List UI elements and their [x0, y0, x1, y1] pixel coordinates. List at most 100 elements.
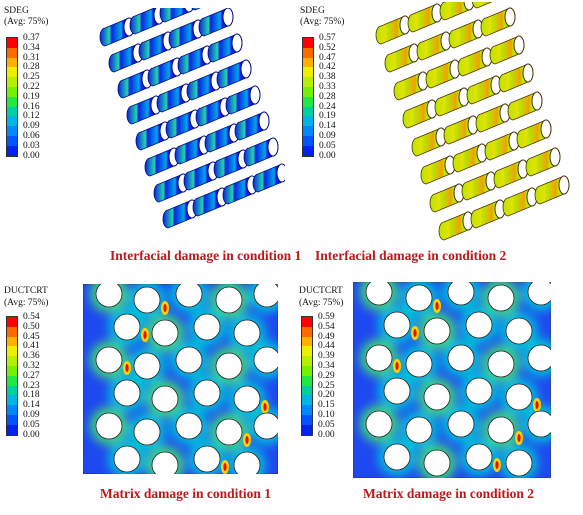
fiber-hole: [215, 418, 243, 446]
legend-tick-label: 0.00: [318, 429, 335, 440]
damage-hotspot-peak: [535, 401, 539, 409]
damage-hotspot-peak: [223, 463, 227, 471]
legend-swatch: [7, 67, 17, 78]
fiber-hole: [423, 383, 451, 411]
matrix-damage-render: [83, 284, 278, 474]
legend-tick-label: 0.41: [23, 341, 40, 352]
legend-variable: DUCTCRT: [4, 286, 48, 296]
legend-swatch: [303, 67, 313, 78]
legend-tick-label: 0.00: [319, 150, 336, 161]
legend-avg: (Avg: 75%): [4, 298, 49, 308]
fiber-hole: [505, 449, 533, 477]
damage-hotspot-peak: [245, 436, 249, 444]
fiber-end: [240, 59, 252, 79]
legend-swatch: [7, 317, 17, 328]
legend-tick-label: 0.52: [319, 42, 336, 53]
fiber-hole: [383, 443, 411, 471]
legend-swatch: [302, 346, 312, 357]
legend-swatch: [7, 87, 17, 98]
legend-colorbar: [6, 316, 18, 436]
fiber-end: [231, 33, 243, 53]
interfacial-damage-render: [99, 8, 285, 229]
legend-tick-label: 0.54: [23, 312, 40, 322]
legend-swatch: [303, 126, 313, 137]
legend-avg: (Avg: 75%): [4, 17, 49, 27]
fiber-hole: [193, 379, 221, 407]
legend-swatch: [302, 405, 312, 416]
fiber-hole: [133, 286, 161, 314]
legend-tick-label: 0.00: [23, 429, 40, 440]
legend-tick-label: 0.49: [318, 331, 335, 342]
legend-swatch: [302, 366, 312, 377]
legend-swatch: [302, 356, 312, 367]
damage-hotspot-peak: [495, 461, 499, 469]
fiber-hole: [365, 344, 393, 372]
legend-swatch: [7, 77, 17, 88]
legend-swatch: [302, 424, 312, 436]
fiber-hole: [505, 317, 533, 345]
legend-tick-label: 0.05: [318, 419, 335, 430]
damage-hotspot-peak: [263, 403, 267, 411]
fiber-hole: [365, 282, 393, 306]
legend-swatch: [303, 47, 313, 59]
fiber-end: [276, 163, 285, 183]
damage-hotspot-peak: [125, 364, 129, 372]
legend-tick-label: 0.06: [23, 131, 40, 141]
color-legend: 0.57 0.52 0.47 0.42 0.38 0.33 0.28 0.24 0.19 0.14…: [302, 0, 362, 161]
fiber-hole: [175, 346, 203, 374]
panel-interfacial-2: SDEG (Avg: 75%) 0.57 0.52 0.47 0.42 0.38 0.33…: [291, 0, 582, 263]
fiber-end: [558, 175, 570, 195]
fiber-hole: [95, 284, 123, 308]
legend-swatch: [303, 57, 313, 68]
fiber-hole: [95, 412, 123, 440]
legend-tick-label: 0.34: [318, 361, 335, 371]
color-legend: 0.37 0.34 0.31 0.28 0.25 0.22 0.19 0.16 0.12 0.09…: [6, 0, 66, 161]
fiber-end: [513, 35, 525, 55]
legend-tick-label: 0.29: [318, 370, 335, 381]
legend-colorbar: [301, 316, 313, 436]
legend-swatch: [303, 116, 313, 127]
legend-swatch: [7, 106, 17, 117]
legend-swatch: [302, 317, 312, 328]
fiber-hole: [383, 311, 411, 339]
legend-avg: (Avg: 75%): [299, 298, 344, 308]
fiber-hole: [233, 319, 261, 347]
fiber-end: [222, 8, 234, 27]
panel-interfacial-1: SDEG (Avg: 75%) 0.37 0.34 0.31 0.28 0.25 0.22…: [0, 0, 301, 263]
legend-tick-label: 0.27: [23, 370, 40, 381]
legend-swatch: [7, 366, 17, 377]
legend-tick-label: 0.14: [23, 400, 40, 411]
legend-swatch: [7, 145, 17, 157]
interfacial-damage-render: [375, 2, 570, 241]
fiber-hole: [383, 377, 411, 405]
fiber-hole: [527, 282, 551, 306]
legend-swatch: [302, 375, 312, 387]
legend-tick-label: 0.50: [23, 321, 40, 332]
legend-swatch: [303, 145, 313, 157]
legend-tick-label: 0.09: [319, 131, 336, 141]
fiber-hole: [133, 352, 161, 380]
caption: Matrix damage in condition 2: [363, 486, 534, 501]
legend-tick-label: 0.05: [23, 419, 40, 430]
color-legend: 0.54 0.50 0.45 0.41 0.36 0.32 0.27 0.23 0.18 0.14…: [6, 258, 66, 440]
legend-tick-label: 0.25: [23, 72, 40, 83]
caption: Interfacial damage in condition 2: [315, 248, 507, 263]
legend-tick-label: 0.47: [319, 52, 336, 63]
legend-variable: SDEG: [300, 6, 325, 16]
legend-tick-label: 0.39: [318, 351, 335, 362]
fiber-hole: [151, 319, 179, 347]
legend-tick-label: 0.23: [23, 380, 40, 391]
fiber-hole: [215, 286, 243, 314]
legend-swatch: [302, 336, 312, 347]
fiber-hole: [447, 344, 475, 372]
fiber-hole: [487, 350, 515, 378]
legend-swatch: [302, 326, 312, 338]
legend-swatch: [7, 356, 17, 367]
legend-tick-label: 0.12: [23, 111, 40, 122]
legend-tick-label: 0.14: [319, 121, 336, 132]
fiber-hole: [527, 344, 551, 372]
legend-tick-label: 0.54: [318, 321, 335, 332]
legend-swatch: [302, 385, 312, 396]
fiber-end: [249, 85, 261, 105]
fiber-hole: [95, 346, 123, 374]
